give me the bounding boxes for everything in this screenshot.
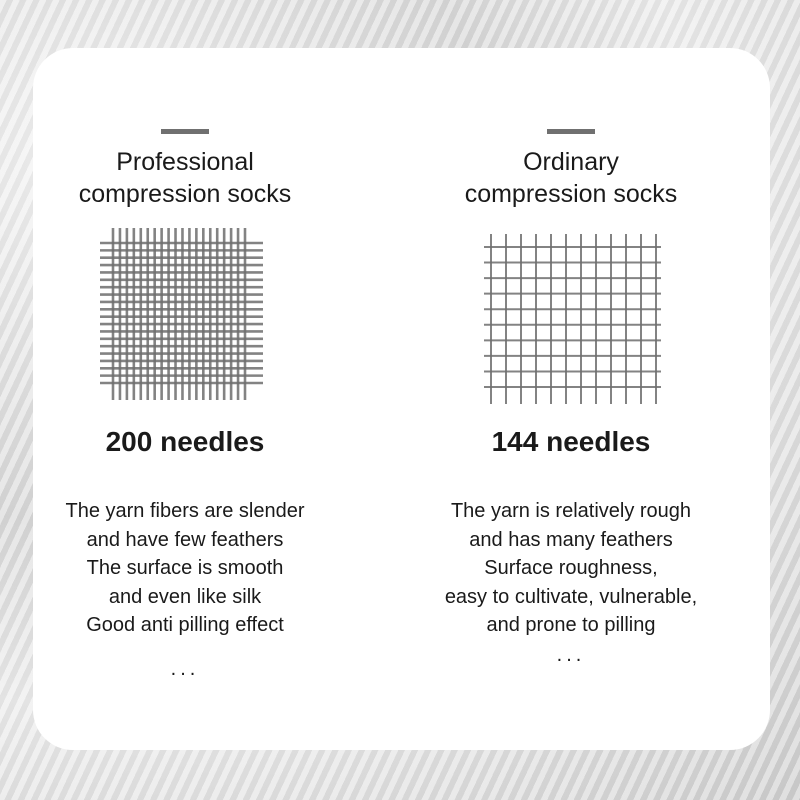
column-title: Ordinary bbox=[523, 148, 619, 176]
desc-line: Good anti pilling effect bbox=[86, 614, 284, 636]
desc-line: and prone to pilling bbox=[486, 614, 656, 636]
desc-line: easy to cultivate, vulnerable, bbox=[444, 585, 698, 608]
ellipsis: ... bbox=[556, 643, 586, 666]
desc-line: The surface is smooth bbox=[86, 557, 284, 579]
desc-line: The yarn fibers are slender bbox=[65, 500, 305, 522]
title-bar bbox=[161, 129, 209, 134]
desc-line: The yarn is relatively rough bbox=[450, 500, 692, 522]
dense-weave-grid bbox=[100, 228, 263, 400]
sparse-weave-grid bbox=[484, 234, 661, 404]
professional-column: Professional compression socks 200 needl… bbox=[5, 48, 365, 681]
needle-count: 200 needles bbox=[105, 426, 265, 457]
comparison-card: Professional compression socks 200 needl… bbox=[33, 48, 770, 750]
title-bar bbox=[547, 129, 595, 134]
column-subtitle: compression socks bbox=[464, 180, 678, 208]
desc-line: and has many feathers bbox=[469, 528, 673, 551]
column-subtitle: compression socks bbox=[78, 180, 292, 208]
needle-count: 144 needles bbox=[491, 426, 651, 457]
desc-line: Surface roughness, bbox=[484, 557, 658, 579]
desc-line: and have few feathers bbox=[86, 528, 284, 551]
ellipsis: ... bbox=[170, 657, 200, 680]
ordinary-column: Ordinary compression socks 144 needles T… bbox=[391, 48, 751, 667]
desc-line: and even like silk bbox=[108, 585, 262, 608]
column-title: Professional bbox=[116, 148, 254, 176]
